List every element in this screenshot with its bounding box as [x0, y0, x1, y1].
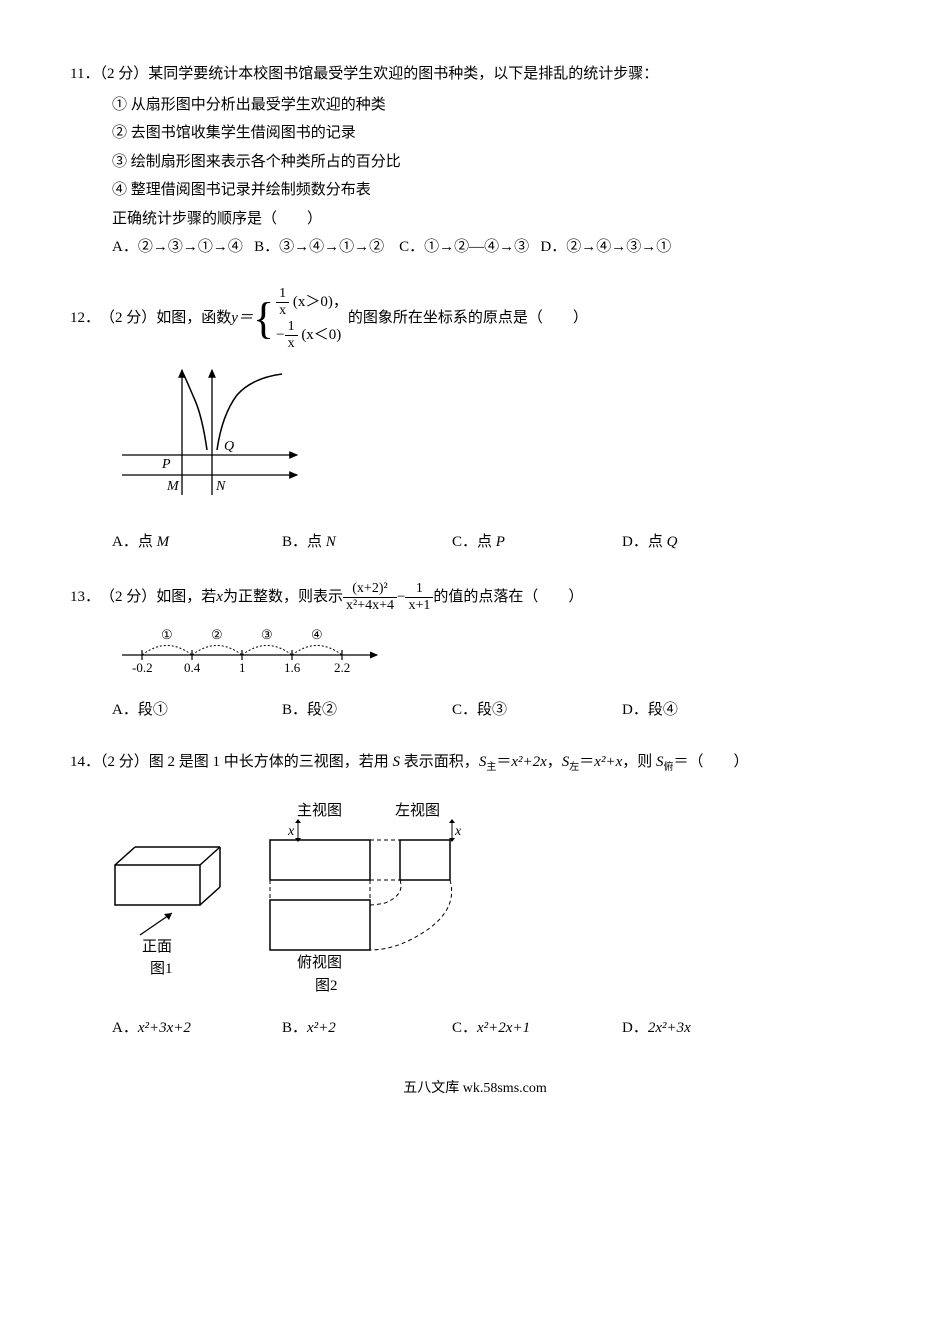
- question-14: 14．（2 分）图 2 是图 1 中长方体的三视图，若用 S 表示面积，S主＝x…: [70, 748, 880, 1042]
- q13-figure: -0.2 0.4 1 1.6 2.2 ① ② ③ ④: [112, 622, 880, 688]
- q12-opt-b: 点 N: [307, 534, 336, 550]
- q14-figure: 正面 图1 主视图 左视图 俯视图 图2 x x: [100, 785, 880, 1006]
- q13-points: （2 分）: [100, 583, 156, 612]
- q14-label-zuo: 左视图: [395, 802, 440, 819]
- q13-minus: −: [397, 583, 405, 612]
- q13-tick-3: 1.6: [284, 660, 301, 675]
- q11-opt-b: ③→④→①→②: [279, 239, 384, 255]
- q12-c2-num: 1: [285, 319, 298, 336]
- q13-arc-2: ②: [211, 627, 223, 642]
- q11-step-3: ③ 绘制扇形图来表示各个种类所占的百分比: [70, 148, 880, 177]
- q14-options: A．x²+3x+2 B．x²+2 C．x²+2x+1 D．2x²+3x: [70, 1014, 880, 1043]
- q12-stem-pre: 如图，函数: [156, 304, 231, 333]
- q12-opt-a: 点 M: [138, 534, 169, 550]
- q11-prompt: 正确统计步骤的顺序是（ ）: [70, 205, 880, 234]
- q14-label-img2: 图2: [315, 977, 338, 994]
- q11-opt-a: ②→③→①→④: [138, 239, 243, 255]
- q12-label-m: M: [166, 479, 180, 494]
- q12-piecewise: { 1x (x＞0)， −1x (x＜0): [253, 286, 348, 352]
- brace-icon: {: [253, 297, 274, 341]
- q12-c2-pre: −: [276, 327, 284, 343]
- q14-label-front: 正面: [142, 939, 172, 955]
- q12-label-n: N: [215, 479, 226, 494]
- q11-opt-c: ①→②―④→③: [424, 239, 529, 255]
- q11-opt-d: ②→④→③→①: [566, 239, 671, 255]
- q14-label-fu: 俯视图: [297, 954, 342, 971]
- q14-s-var: S: [393, 754, 401, 770]
- q12-label-p: P: [161, 457, 171, 472]
- q12-points: （2 分）: [100, 304, 156, 333]
- q11-step-2: ② 去图书馆收集学生借阅图书的记录: [70, 119, 880, 148]
- q13-frac2: 1x+1: [405, 581, 433, 614]
- q12-c2-den: x: [285, 336, 298, 352]
- q14-x2: x: [454, 824, 462, 839]
- q14-opt-c: x²+2x+1: [477, 1020, 530, 1036]
- q13-number: 13．: [70, 583, 100, 612]
- q13-opt-a: 段①: [138, 702, 168, 718]
- q12-opt-d: 点 Q: [648, 534, 678, 550]
- q11-number: 11．: [70, 66, 99, 82]
- q13-opt-b: 段②: [307, 702, 337, 718]
- q13-opt-d: 段④: [648, 702, 678, 718]
- q14-szuo-rhs: x²+x: [594, 754, 622, 770]
- q12-figure: P Q M N: [112, 360, 880, 521]
- q11-options: A．②→③→①→④ B．③→④→①→② C．①→②―④→③ D．②→④→③→①: [70, 233, 880, 262]
- question-12: 12．（2 分） 如图，函数 y＝ { 1x (x＞0)， −1x (x＜0) …: [70, 286, 880, 557]
- q13-arc-3: ③: [261, 627, 273, 642]
- q11-step-4: ④ 整理借阅图书记录并绘制频数分布表: [70, 176, 880, 205]
- q13-opt-c: 段③: [477, 702, 507, 718]
- q14-label-img1: 图1: [150, 960, 173, 977]
- q13-stem-pre: 如图，若: [156, 583, 216, 612]
- q13-frac1: (x+2)²x²+4x+4: [343, 581, 397, 614]
- q14-opt-a: x²+3x+2: [138, 1020, 191, 1036]
- q11-stem: 某同学要统计本校图书馆最受学生欢迎的图书种类，以下是排乱的统计步骤：: [148, 66, 658, 82]
- q11-step-1: ① 从扇形图中分析出最受学生欢迎的种类: [70, 91, 880, 120]
- q13-tick-0: -0.2: [132, 660, 153, 675]
- question-13: 13．（2 分） 如图，若 x 为正整数，则表示 (x+2)²x²+4x+4 −…: [70, 581, 880, 724]
- q12-c1-num: 1: [276, 286, 289, 303]
- q14-stem-a: 图 2 是图 1 中长方体的三视图，若用: [149, 754, 393, 770]
- q12-c1-den: x: [276, 303, 289, 319]
- q14-sfu-eq: ＝（ ）: [674, 754, 749, 770]
- question-11: 11．（2 分）某同学要统计本校图书馆最受学生欢迎的图书种类，以下是排乱的统计步…: [70, 60, 880, 262]
- q12-stem-post: 的图象所在坐标系的原点是（ ）: [348, 304, 588, 333]
- q12-options: A．点 M B．点 N C．点 P D．点 Q: [70, 528, 880, 557]
- q14-opt-b: x²+2: [307, 1020, 336, 1036]
- q13-arc-4: ④: [311, 627, 323, 642]
- q13-tick-1: 0.4: [184, 660, 201, 675]
- q12-y-eq: y＝: [231, 304, 253, 333]
- q12-label-q: Q: [224, 439, 234, 454]
- q13-arc-1: ①: [161, 627, 173, 642]
- q14-x1: x: [287, 824, 295, 839]
- q14-szhu-rhs: x²+2x: [511, 754, 546, 770]
- q12-number: 12．: [70, 304, 100, 333]
- q12-opt-c: 点 P: [477, 534, 505, 550]
- q14-points: （2 分）: [100, 754, 149, 770]
- q13-x: x: [216, 583, 223, 612]
- q14-number: 14．: [70, 754, 100, 770]
- q13-tick-2: 1: [239, 660, 246, 675]
- q11-points: （2 分）: [99, 66, 148, 82]
- q14-stem-b: 表示面积，: [400, 754, 479, 770]
- page-footer: 五八文库 wk.58sms.com: [70, 1076, 880, 1103]
- q13-tick-4: 2.2: [334, 660, 350, 675]
- q14-label-zhu: 主视图: [297, 802, 342, 819]
- q12-c1-cond: (x＞0)，: [293, 294, 348, 310]
- q12-c2-cond: (x＜0): [301, 327, 341, 343]
- q13-stem-post: 的值的点落在（ ）: [433, 583, 583, 612]
- q13-stem-mid: 为正整数，则表示: [223, 583, 343, 612]
- q14-opt-d: 2x²+3x: [648, 1020, 691, 1036]
- q13-options: A．段① B．段② C．段③ D．段④: [70, 696, 880, 725]
